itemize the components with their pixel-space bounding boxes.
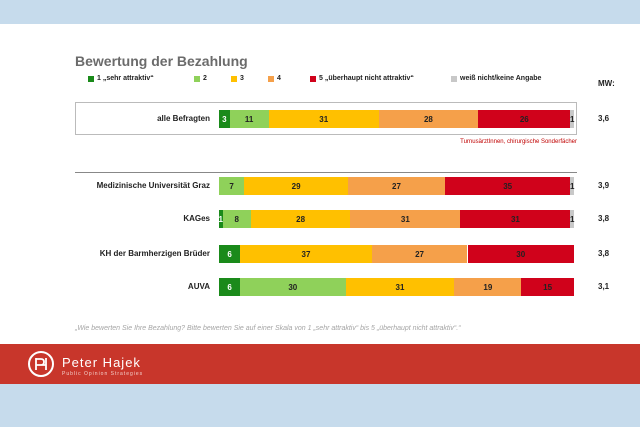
stacked-bar: 7 29 27 35 1: [219, 177, 574, 195]
bar-segment: 28: [250, 210, 351, 228]
bar-segment: 27: [371, 245, 468, 263]
category-label: AUVA: [187, 282, 210, 291]
bar-segment: 31: [460, 210, 571, 228]
legend-item: 2: [194, 75, 207, 82]
bar-segment: 1: [570, 110, 574, 128]
bar-segment: 11: [229, 110, 269, 128]
legend-item: 1 „sehr attraktiv“: [88, 75, 154, 82]
category-label: Medizinische Universität Graz: [96, 181, 210, 190]
brand-name: Peter Hajek: [62, 355, 141, 370]
legend-label: weiß nicht/keine Angabe: [460, 75, 542, 82]
bar-segment: 28: [378, 110, 479, 128]
legend-item: 4: [268, 75, 281, 82]
bar-segment: 30: [240, 278, 346, 296]
mean-value: 3,8: [598, 214, 610, 223]
category-label: KH der Barmherzigen Brüder: [99, 249, 210, 258]
bar-segment: 3: [219, 110, 230, 128]
legend-swatch: [194, 75, 200, 82]
legend-item: weiß nicht/keine Angabe: [451, 75, 541, 82]
bar-segment: 31: [345, 278, 455, 296]
bar-segment: 19: [454, 278, 522, 296]
bar-segment: 31: [350, 210, 461, 228]
legend-label: 4: [277, 75, 281, 82]
mean-value: 3,9: [598, 181, 610, 190]
bar-segment: 6: [219, 278, 241, 296]
bar-segment: 1: [219, 210, 223, 228]
stacked-bar: 6 30 31 19 15: [219, 278, 574, 296]
bar-segment: 1: [570, 210, 574, 228]
category-label: KAGes: [183, 214, 210, 223]
logo-icon: [28, 351, 54, 377]
legend-label: 5 „überhaupt nicht attraktiv“: [319, 75, 414, 82]
legend-swatch: [451, 75, 457, 82]
legend-label: 2: [203, 75, 207, 82]
bar-segment: 37: [240, 245, 372, 263]
legend-item: 3: [231, 75, 244, 82]
stacked-bar: 1 8 28 31 31 1: [219, 210, 574, 228]
legend-swatch: [231, 75, 237, 82]
highlight-box: [75, 102, 577, 135]
stacked-bar: 6 37 27 30: [219, 245, 574, 263]
mean-value: 3,8: [598, 249, 610, 258]
legend-swatch: [88, 75, 94, 82]
legend-swatch: [310, 75, 316, 82]
mean-value: 3,6: [598, 114, 610, 123]
legend-swatch: [268, 75, 274, 82]
bar-segment: 27: [348, 177, 445, 195]
legend-label: 3: [240, 75, 244, 82]
question-text: „Wie bewerten Sie Ihre Bezahlung? Bitte …: [75, 325, 461, 332]
footer-bar: [0, 344, 640, 384]
mean-value: 3,1: [598, 282, 610, 291]
legend-label: 1 „sehr attraktiv“: [97, 75, 154, 82]
separator-line: [75, 172, 577, 173]
legend-item: 5 „überhaupt nicht attraktiv“: [310, 75, 414, 82]
mw-header: MW:: [598, 79, 615, 88]
bar-segment: 31: [268, 110, 379, 128]
bar-segment: 1: [570, 177, 574, 195]
bar-segment: 6: [219, 245, 241, 263]
bar-segment: 26: [478, 110, 571, 128]
bar-segment: 7: [219, 177, 245, 195]
bar-segment: 30: [467, 245, 574, 263]
chart-title: Bewertung der Bezahlung: [75, 53, 248, 69]
bar-segment: 35: [444, 177, 571, 195]
brand-tagline: Public Opinion Strategies: [62, 371, 144, 377]
bar-segment: 8: [222, 210, 251, 228]
stacked-bar: 3 11 31 28 26 1: [219, 110, 574, 128]
bar-segment: 15: [521, 278, 574, 296]
bar-segment: 29: [244, 177, 349, 195]
category-label: alle Befragten: [157, 114, 210, 123]
subgroup-note: TurnusärztInnen, chirurgische Sonderfäch…: [460, 139, 577, 145]
